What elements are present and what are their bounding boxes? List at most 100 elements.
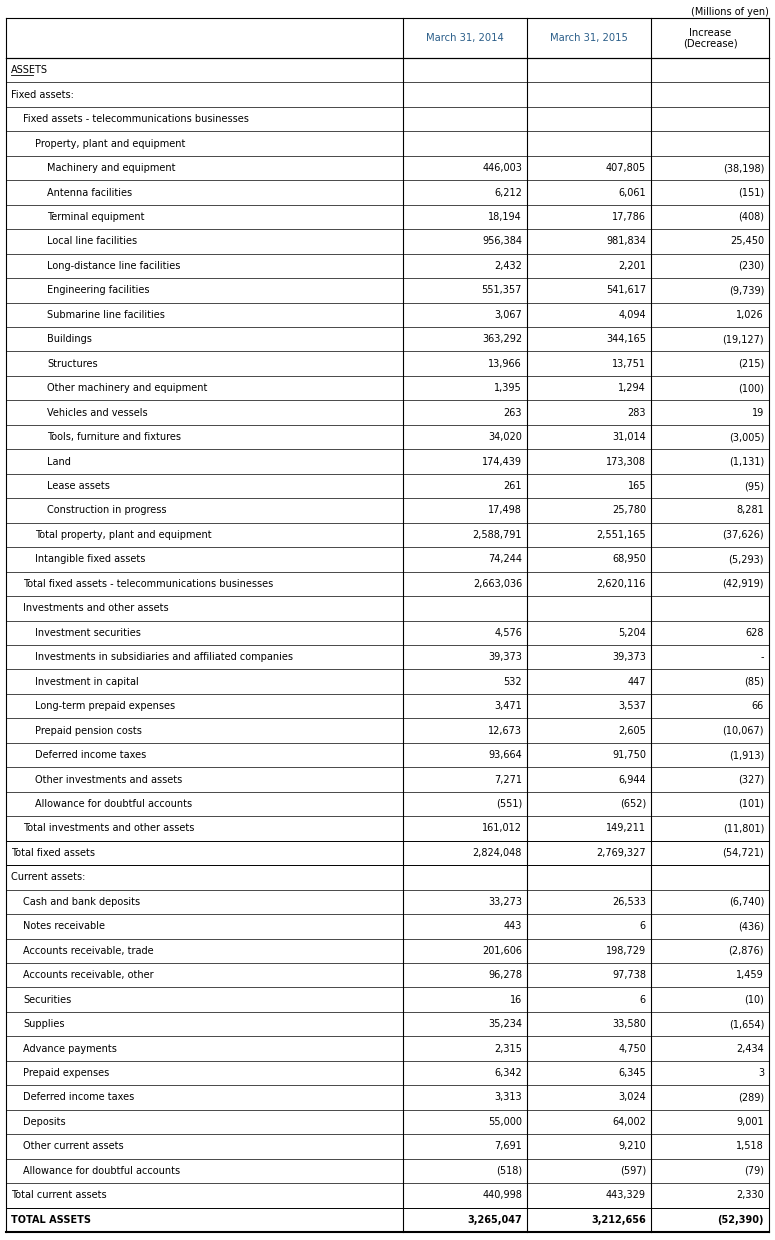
- Text: 3: 3: [758, 1068, 764, 1078]
- Text: 12,673: 12,673: [488, 725, 522, 735]
- Text: Long-distance line facilities: Long-distance line facilities: [47, 260, 181, 270]
- Text: 97,738: 97,738: [612, 970, 646, 980]
- Text: (436): (436): [738, 921, 764, 931]
- Text: 33,580: 33,580: [612, 1019, 646, 1029]
- Text: 4,750: 4,750: [618, 1044, 646, 1054]
- Text: Property, plant and equipment: Property, plant and equipment: [35, 139, 185, 149]
- Text: 407,805: 407,805: [606, 164, 646, 174]
- Text: (9,739): (9,739): [728, 285, 764, 295]
- Text: Engineering facilities: Engineering facilities: [47, 285, 150, 295]
- Text: 66: 66: [752, 701, 764, 712]
- Text: 344,165: 344,165: [606, 335, 646, 345]
- Text: Prepaid expenses: Prepaid expenses: [23, 1068, 109, 1078]
- Text: 3,537: 3,537: [618, 701, 646, 712]
- Text: 6,944: 6,944: [618, 775, 646, 785]
- Text: 17,786: 17,786: [612, 212, 646, 222]
- Text: 9,210: 9,210: [618, 1141, 646, 1152]
- Text: 2,620,116: 2,620,116: [597, 579, 646, 589]
- Text: Tools, furniture and fixtures: Tools, furniture and fixtures: [47, 432, 181, 443]
- Text: Long-term prepaid expenses: Long-term prepaid expenses: [35, 701, 175, 712]
- Text: 39,373: 39,373: [612, 652, 646, 662]
- Text: Other current assets: Other current assets: [23, 1141, 124, 1152]
- Text: Allowance for doubtful accounts: Allowance for doubtful accounts: [35, 799, 192, 808]
- Text: 4,576: 4,576: [494, 627, 522, 637]
- Text: 447: 447: [628, 677, 646, 687]
- Text: (Decrease): (Decrease): [683, 38, 737, 48]
- Text: (230): (230): [738, 260, 764, 270]
- Text: 551,357: 551,357: [481, 285, 522, 295]
- Text: Accounts receivable, trade: Accounts receivable, trade: [23, 946, 153, 956]
- Text: 3,313: 3,313: [494, 1092, 522, 1102]
- Text: Accounts receivable, other: Accounts receivable, other: [23, 970, 153, 980]
- Text: (327): (327): [738, 775, 764, 785]
- Text: (37,626): (37,626): [722, 529, 764, 539]
- Text: Antenna facilities: Antenna facilities: [47, 187, 132, 197]
- Text: (79): (79): [744, 1166, 764, 1176]
- Text: 532: 532: [504, 677, 522, 687]
- Text: Investment in capital: Investment in capital: [35, 677, 139, 687]
- Text: (42,919): (42,919): [722, 579, 764, 589]
- Text: Lease assets: Lease assets: [47, 481, 110, 491]
- Text: 3,024: 3,024: [618, 1092, 646, 1102]
- Text: 18,194: 18,194: [488, 212, 522, 222]
- Text: March 31, 2015: March 31, 2015: [550, 33, 628, 43]
- Text: 1,395: 1,395: [494, 383, 522, 393]
- Text: (10,067): (10,067): [722, 725, 764, 735]
- Text: (101): (101): [738, 799, 764, 808]
- Text: 2,551,165: 2,551,165: [597, 529, 646, 539]
- Text: Local line facilities: Local line facilities: [47, 237, 137, 247]
- Text: 283: 283: [628, 408, 646, 418]
- Text: 149,211: 149,211: [606, 823, 646, 833]
- Text: 6: 6: [640, 994, 646, 1004]
- Text: (3,005): (3,005): [728, 432, 764, 443]
- Text: (100): (100): [738, 383, 764, 393]
- Text: Investments and other assets: Investments and other assets: [23, 604, 169, 614]
- Text: 628: 628: [746, 627, 764, 637]
- Text: (289): (289): [738, 1092, 764, 1102]
- Text: Machinery and equipment: Machinery and equipment: [47, 164, 175, 174]
- Text: Supplies: Supplies: [23, 1019, 64, 1029]
- Text: (2,876): (2,876): [728, 946, 764, 956]
- Text: (5,293): (5,293): [728, 554, 764, 564]
- Text: TOTAL ASSETS: TOTAL ASSETS: [11, 1215, 91, 1225]
- Text: 91,750: 91,750: [612, 750, 646, 760]
- Text: (597): (597): [620, 1166, 646, 1176]
- Text: 13,966: 13,966: [488, 358, 522, 368]
- Text: 3,067: 3,067: [494, 310, 522, 320]
- Text: 6,342: 6,342: [494, 1068, 522, 1078]
- Text: 2,588,791: 2,588,791: [473, 529, 522, 539]
- Text: 33,273: 33,273: [488, 897, 522, 906]
- Text: 201,606: 201,606: [482, 946, 522, 956]
- Text: (551): (551): [496, 799, 522, 808]
- Text: 173,308: 173,308: [606, 456, 646, 466]
- Text: 440,998: 440,998: [482, 1190, 522, 1200]
- Text: 6,212: 6,212: [494, 187, 522, 197]
- Text: Construction in progress: Construction in progress: [47, 506, 167, 516]
- Text: (11,801): (11,801): [722, 823, 764, 833]
- Text: 2,315: 2,315: [494, 1044, 522, 1054]
- Text: Investment securities: Investment securities: [35, 627, 141, 637]
- Text: 2,434: 2,434: [736, 1044, 764, 1054]
- Text: 26,533: 26,533: [612, 897, 646, 906]
- Text: 1,459: 1,459: [736, 970, 764, 980]
- Text: Vehicles and vessels: Vehicles and vessels: [47, 408, 147, 418]
- Text: (85): (85): [744, 677, 764, 687]
- Text: 363,292: 363,292: [482, 335, 522, 345]
- Text: Increase: Increase: [689, 29, 731, 38]
- Text: 443: 443: [504, 921, 522, 931]
- Text: Notes receivable: Notes receivable: [23, 921, 105, 931]
- Text: 96,278: 96,278: [488, 970, 522, 980]
- Text: (38,198): (38,198): [722, 164, 764, 174]
- Text: 541,617: 541,617: [606, 285, 646, 295]
- Text: Deferred income taxes: Deferred income taxes: [23, 1092, 134, 1102]
- Text: Allowance for doubtful accounts: Allowance for doubtful accounts: [23, 1166, 180, 1176]
- Text: Land: Land: [47, 456, 71, 466]
- Text: 68,950: 68,950: [612, 554, 646, 564]
- Text: Securities: Securities: [23, 994, 71, 1004]
- Text: 6,345: 6,345: [618, 1068, 646, 1078]
- Text: March 31, 2014: March 31, 2014: [426, 33, 504, 43]
- Text: 2,769,327: 2,769,327: [597, 848, 646, 858]
- Text: 2,432: 2,432: [494, 260, 522, 270]
- Text: Total fixed assets - telecommunications businesses: Total fixed assets - telecommunications …: [23, 579, 274, 589]
- Text: Fixed assets - telecommunications businesses: Fixed assets - telecommunications busine…: [23, 114, 249, 124]
